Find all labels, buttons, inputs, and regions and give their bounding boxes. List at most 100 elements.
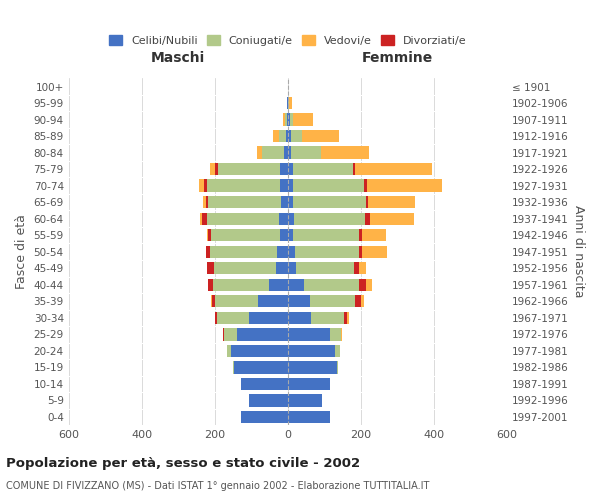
Bar bbox=[293, 114, 313, 126]
Bar bbox=[206, 246, 210, 258]
Bar bbox=[203, 196, 206, 208]
Text: Femmine: Femmine bbox=[362, 51, 433, 65]
Bar bbox=[277, 246, 287, 258]
Bar bbox=[367, 180, 442, 192]
Bar bbox=[287, 229, 293, 241]
Bar bbox=[206, 196, 208, 208]
Bar bbox=[280, 163, 287, 175]
Bar bbox=[208, 196, 281, 208]
Bar bbox=[250, 394, 287, 406]
Bar bbox=[310, 295, 355, 308]
Bar bbox=[329, 328, 341, 340]
Bar bbox=[292, 146, 320, 159]
Bar bbox=[224, 328, 236, 340]
Bar bbox=[278, 212, 287, 225]
Bar bbox=[294, 212, 365, 225]
Bar bbox=[362, 229, 386, 241]
Bar bbox=[287, 295, 310, 308]
Bar bbox=[287, 312, 311, 324]
Bar bbox=[368, 196, 415, 208]
Bar bbox=[293, 229, 359, 241]
Bar bbox=[281, 196, 287, 208]
Bar bbox=[286, 130, 287, 142]
Text: Maschi: Maschi bbox=[151, 51, 205, 65]
Bar bbox=[210, 246, 277, 258]
Bar bbox=[370, 212, 413, 225]
Bar bbox=[287, 328, 329, 340]
Bar bbox=[366, 196, 368, 208]
Legend: Celibi/Nubili, Coniugati/e, Vedovi/e, Divorziati/e: Celibi/Nubili, Coniugati/e, Vedovi/e, Di… bbox=[109, 36, 467, 46]
Bar bbox=[262, 146, 284, 159]
Text: Popolazione per età, sesso e stato civile - 2002: Popolazione per età, sesso e stato civil… bbox=[6, 458, 360, 470]
Bar bbox=[341, 328, 342, 340]
Bar bbox=[290, 130, 302, 142]
Bar bbox=[353, 163, 355, 175]
Bar bbox=[231, 344, 287, 357]
Bar bbox=[287, 410, 329, 423]
Bar bbox=[214, 262, 276, 274]
Bar bbox=[241, 378, 287, 390]
Bar bbox=[287, 212, 294, 225]
Bar bbox=[212, 295, 215, 308]
Bar bbox=[359, 229, 362, 241]
Bar bbox=[287, 163, 293, 175]
Bar bbox=[273, 130, 278, 142]
Bar bbox=[241, 410, 287, 423]
Bar bbox=[208, 180, 280, 192]
Bar bbox=[337, 361, 338, 374]
Bar bbox=[295, 246, 359, 258]
Bar bbox=[287, 246, 295, 258]
Bar bbox=[276, 262, 287, 274]
Bar bbox=[289, 97, 292, 110]
Bar bbox=[293, 163, 353, 175]
Bar bbox=[311, 312, 344, 324]
Bar bbox=[223, 328, 224, 340]
Bar bbox=[208, 278, 213, 291]
Bar bbox=[287, 114, 290, 126]
Bar bbox=[208, 229, 211, 241]
Bar bbox=[362, 246, 388, 258]
Bar bbox=[250, 312, 287, 324]
Bar bbox=[287, 361, 337, 374]
Bar bbox=[293, 180, 364, 192]
Bar bbox=[287, 80, 289, 93]
Bar bbox=[290, 114, 293, 126]
Bar bbox=[285, 114, 287, 126]
Bar bbox=[321, 146, 369, 159]
Bar bbox=[287, 130, 290, 142]
Bar bbox=[320, 146, 321, 159]
Bar bbox=[280, 180, 287, 192]
Bar bbox=[213, 278, 269, 291]
Bar bbox=[359, 262, 366, 274]
Bar bbox=[233, 361, 287, 374]
Bar bbox=[364, 180, 367, 192]
Bar bbox=[259, 295, 287, 308]
Bar bbox=[215, 295, 259, 308]
Bar bbox=[208, 212, 278, 225]
Bar bbox=[296, 262, 354, 274]
Bar bbox=[293, 196, 366, 208]
Bar bbox=[257, 146, 262, 159]
Bar bbox=[344, 312, 347, 324]
Bar bbox=[211, 229, 280, 241]
Bar bbox=[287, 394, 322, 406]
Bar bbox=[218, 163, 280, 175]
Bar bbox=[284, 146, 287, 159]
Bar bbox=[215, 312, 217, 324]
Bar bbox=[355, 163, 432, 175]
Bar bbox=[287, 344, 335, 357]
Bar bbox=[302, 130, 339, 142]
Bar bbox=[361, 295, 364, 308]
Bar bbox=[304, 278, 359, 291]
Bar bbox=[359, 246, 362, 258]
Bar bbox=[354, 262, 359, 274]
Bar bbox=[287, 97, 289, 110]
Bar bbox=[287, 180, 293, 192]
Bar bbox=[366, 278, 371, 291]
Bar bbox=[355, 295, 361, 308]
Text: COMUNE DI FIVIZZANO (MS) - Dati ISTAT 1° gennaio 2002 - Elaborazione TUTTITALIA.: COMUNE DI FIVIZZANO (MS) - Dati ISTAT 1°… bbox=[6, 481, 430, 491]
Bar bbox=[359, 278, 366, 291]
Bar bbox=[200, 212, 202, 225]
Bar bbox=[287, 146, 292, 159]
Bar bbox=[202, 212, 208, 225]
